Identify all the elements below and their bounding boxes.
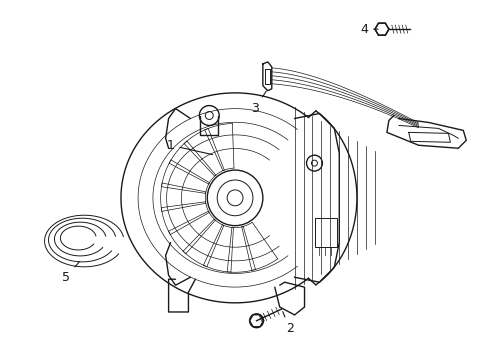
Text: 1: 1 <box>166 139 212 154</box>
Circle shape <box>249 314 263 328</box>
Text: 5: 5 <box>62 261 80 284</box>
Text: 4: 4 <box>359 23 377 36</box>
Text: 2: 2 <box>282 311 293 336</box>
Polygon shape <box>374 23 388 35</box>
Text: 3: 3 <box>250 91 266 115</box>
